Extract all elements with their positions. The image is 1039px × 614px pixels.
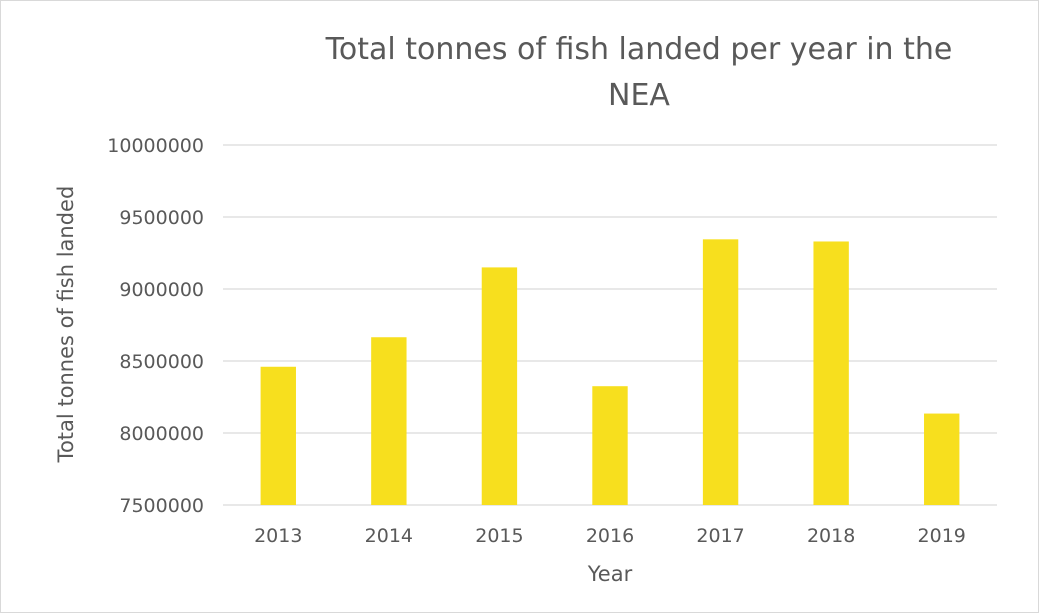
x-tick-label: 2019 <box>918 525 966 547</box>
bar-2019 <box>924 413 960 505</box>
x-tick-label: 2016 <box>586 525 634 547</box>
x-tick-label: 2013 <box>254 525 302 547</box>
y-tick-label: 9500000 <box>119 207 204 229</box>
bars <box>260 239 960 506</box>
chart-title-line-2: NEA <box>608 78 670 113</box>
bar-2014 <box>371 337 407 505</box>
y-tick-label: 9000000 <box>119 279 204 301</box>
x-tick-label: 2018 <box>807 525 855 547</box>
x-tick-label: 2017 <box>696 525 744 547</box>
bar-2018 <box>813 241 849 506</box>
bar-2013 <box>260 366 296 505</box>
y-tick-label: 7500000 <box>119 495 204 517</box>
x-tick-label: 2015 <box>475 525 523 547</box>
y-tick-label: 10000000 <box>107 135 204 157</box>
gridlines <box>223 144 997 506</box>
x-axis-title: Year <box>587 562 633 586</box>
y-tick-label: 8000000 <box>119 423 204 445</box>
y-tick-label: 8500000 <box>119 351 204 373</box>
bar-2015 <box>481 267 518 505</box>
x-tick-label: 2014 <box>365 525 413 547</box>
bar-2016 <box>592 386 628 505</box>
bar-2017 <box>702 239 739 505</box>
x-tick-labels: 2013 2014 2015 2016 2017 2018 2019 <box>254 525 966 547</box>
chart-title-line-1: Total tonnes of fish landed per year in … <box>325 32 953 67</box>
y-axis-title: Total tonnes of fish landed <box>54 186 78 464</box>
y-tick-labels: 7500000 8000000 8500000 9000000 9500000 10000… <box>107 135 204 517</box>
